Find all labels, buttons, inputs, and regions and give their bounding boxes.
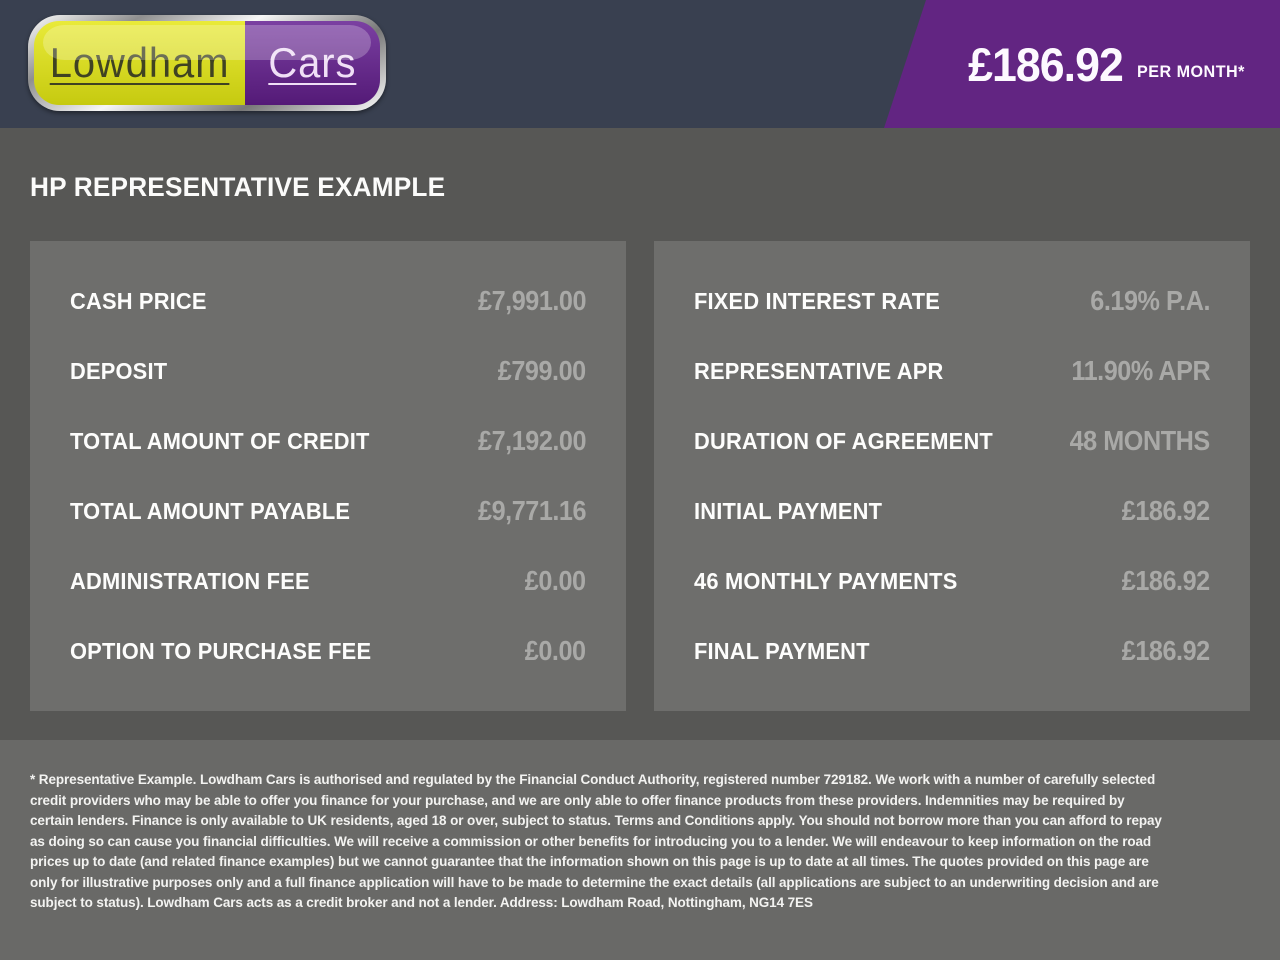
logo-yellow-half: Lowdham bbox=[34, 21, 246, 105]
finance-row-label: OPTION TO PURCHASE FEE bbox=[70, 637, 372, 664]
finance-row-value: £9,771.16 bbox=[477, 495, 587, 526]
finance-row-label: INITIAL PAYMENT bbox=[694, 497, 883, 524]
finance-row-admin-fee: ADMINISTRATION FEE £0.00 bbox=[70, 546, 586, 616]
page-title: HP REPRESENTATIVE EXAMPLE bbox=[30, 172, 446, 202]
logo-text-lowdham: Lowdham bbox=[49, 39, 230, 86]
finance-row-label: FIXED INTEREST RATE bbox=[694, 287, 941, 314]
finance-row-apr: REPRESENTATIVE APR 11.90% APR bbox=[694, 336, 1210, 406]
finance-row-value: £799.00 bbox=[498, 355, 586, 386]
finance-row-value: £7,192.00 bbox=[477, 425, 587, 456]
finance-panels: CASH PRICE £7,991.00 DEPOSIT £799.00 TOT… bbox=[30, 241, 1250, 711]
finance-row-value: 6.19% P.A. bbox=[1090, 285, 1210, 316]
finance-row-label: DEPOSIT bbox=[70, 357, 168, 384]
finance-row-value: 11.90% APR bbox=[1071, 355, 1210, 386]
lowdham-cars-logo: Lowdham Cars bbox=[28, 15, 386, 111]
finance-row-deposit: DEPOSIT £799.00 bbox=[70, 336, 586, 406]
finance-row-label: TOTAL AMOUNT PAYABLE bbox=[70, 497, 351, 524]
footer: * Representative Example. Lowdham Cars i… bbox=[0, 740, 1280, 960]
finance-row-value: 48 MONTHS bbox=[1069, 425, 1211, 456]
logo-badge: Lowdham Cars bbox=[34, 21, 380, 105]
finance-row-option-fee: OPTION TO PURCHASE FEE £0.00 bbox=[70, 616, 586, 686]
finance-panel-left: CASH PRICE £7,991.00 DEPOSIT £799.00 TOT… bbox=[30, 241, 626, 711]
finance-row-monthly-payments: 46 MONTHLY PAYMENTS £186.92 bbox=[694, 546, 1210, 616]
finance-row-value: £0.00 bbox=[525, 565, 586, 596]
finance-row-value: £186.92 bbox=[1122, 495, 1210, 526]
finance-row-total-payable: TOTAL AMOUNT PAYABLE £9,771.16 bbox=[70, 476, 586, 546]
legal-disclaimer: * Representative Example. Lowdham Cars i… bbox=[30, 772, 1162, 910]
logo-text-cars: Cars bbox=[268, 39, 357, 86]
finance-row-value: £186.92 bbox=[1122, 565, 1210, 596]
finance-row-label: CASH PRICE bbox=[70, 287, 207, 314]
finance-row-label: REPRESENTATIVE APR bbox=[694, 357, 944, 384]
finance-row-total-credit: TOTAL AMOUNT OF CREDIT £7,192.00 bbox=[70, 406, 586, 476]
finance-row-label: ADMINISTRATION FEE bbox=[70, 567, 310, 594]
main-content: HP REPRESENTATIVE EXAMPLE CASH PRICE £7,… bbox=[0, 172, 1280, 711]
monthly-price-badge: £186.92 PER MONTH* bbox=[884, 0, 1280, 128]
finance-row-duration: DURATION OF AGREEMENT 48 MONTHS bbox=[694, 406, 1210, 476]
monthly-price-amount: £186.92 bbox=[967, 37, 1124, 91]
finance-row-interest-rate: FIXED INTEREST RATE 6.19% P.A. bbox=[694, 266, 1210, 336]
finance-row-value: £0.00 bbox=[525, 635, 586, 666]
finance-row-label: FINAL PAYMENT bbox=[694, 637, 870, 664]
monthly-price-period: PER MONTH* bbox=[1136, 62, 1245, 81]
logo-gloss-highlight bbox=[42, 25, 372, 61]
finance-row-label: TOTAL AMOUNT OF CREDIT bbox=[70, 427, 370, 454]
finance-row-cash-price: CASH PRICE £7,991.00 bbox=[70, 266, 586, 336]
finance-panel-right: FIXED INTEREST RATE 6.19% P.A. REPRESENT… bbox=[654, 241, 1250, 711]
finance-row-label: DURATION OF AGREEMENT bbox=[694, 427, 993, 454]
finance-row-final-payment: FINAL PAYMENT £186.92 bbox=[694, 616, 1210, 686]
finance-row-value: £7,991.00 bbox=[477, 285, 587, 316]
finance-row-initial-payment: INITIAL PAYMENT £186.92 bbox=[694, 476, 1210, 546]
finance-row-label: 46 MONTHLY PAYMENTS bbox=[694, 567, 958, 594]
header: Lowdham Cars £186.92 PER MONTH* bbox=[0, 0, 1280, 128]
logo-purple-half: Cars bbox=[245, 21, 380, 105]
finance-row-value: £186.92 bbox=[1122, 635, 1210, 666]
